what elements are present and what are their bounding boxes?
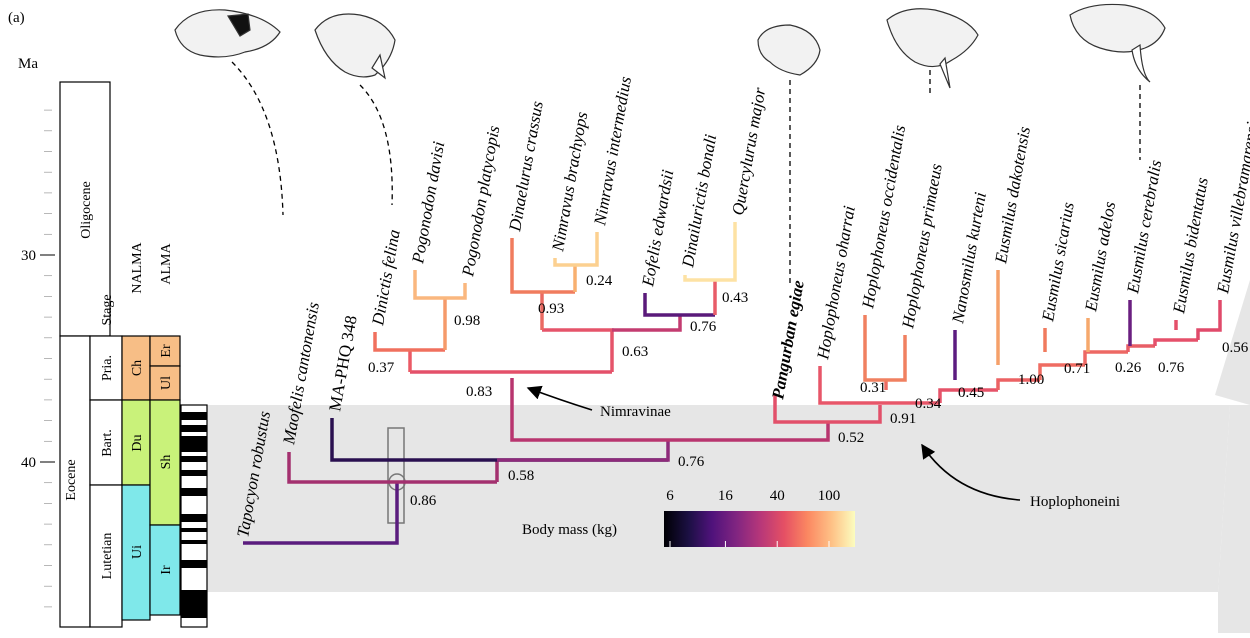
taxon-label: Hoplophoneus occidentalis [858,123,909,310]
polarity-stripe [181,528,207,532]
support-value: 0.76 [690,319,717,335]
taxon-label: Eusmilus villebramarensis [1213,114,1250,296]
support-value: 0.31 [860,380,886,396]
support-value: 0.93 [538,301,564,317]
support-value: 0.52 [838,430,864,446]
colorbar-tick-label: 40 [770,488,785,504]
branch [645,293,715,315]
support-value: 0.34 [915,396,942,412]
support-value: 0.43 [722,290,748,306]
branch [542,330,612,372]
panel-label: (a) [8,10,25,26]
branch [375,332,445,350]
support-value: 0.58 [508,468,534,484]
tick-label: 40 [21,455,36,471]
figure: (a) Ma Oligocene Eocene Stage NALMA ALMA… [0,0,1250,633]
time-axis: 30 40 [21,110,55,607]
polarity-stripe [181,590,207,618]
column-header: Stage [100,294,115,325]
support-value: 0.86 [410,493,437,509]
epoch-label: Eocene [64,459,79,500]
polarity-stripe [181,514,207,522]
support-value: 0.98 [454,313,480,329]
taxon-label: Dinictis felina [368,228,404,328]
support-value: 1.00 [1018,372,1044,388]
taxon-label: Nimravus brachyops [548,110,591,254]
support-value: 0.83 [466,384,492,400]
skull-illustrations [175,4,1165,88]
column-header: ALMA [159,243,174,285]
colorbar-tick-label: 6 [666,488,674,504]
taxon-label: Eusmilus sicarius [1038,200,1078,323]
taxon-label: Pogonodon davisi [408,140,448,266]
taxon-label: Eusmilus cerebralis [1123,158,1165,296]
polarity-stripe [181,412,207,420]
clade-label: Nimravinae [600,404,671,420]
stage-label: Lutetian [100,533,115,580]
taxon-label: Dinailurictis bonali [678,133,720,270]
alma-label: Sh [159,455,174,470]
support-value: 0.45 [958,385,984,401]
nalma-label: Du [130,434,145,451]
taxon-label: Eusmilus dakotensis [991,125,1034,266]
stage-label: Bart. [100,429,115,457]
polarity-stripe [181,488,207,496]
skull [175,10,280,57]
page: { "panel_label": "(a)", "time_axis": {"u… [0,0,1250,633]
taxon-label: Eofelis edwardsii [638,168,677,289]
nalma-label: Ch [130,360,145,376]
support-value: 0.37 [368,360,395,376]
polarity-stripe [181,456,207,462]
taxon-label: Dinaelurus crassus [505,99,547,233]
taxon-label: Quercylurus major [728,86,769,217]
leader-line [232,62,283,215]
skull-detail [1132,45,1150,82]
axis-unit: Ma [18,56,38,72]
branch [1198,300,1220,340]
alma-label: Ir [159,565,174,575]
polarity-stripe [181,470,207,476]
branch [1155,340,1198,346]
taxon-label: Pangurban egiae [768,278,808,401]
taxon-label: Hoplophoneus primaeus [898,162,946,331]
epoch-label: Oligocene [79,181,94,239]
taxon-label: MA-PHQ 348 [325,314,361,413]
support-value: 0.71 [1064,361,1090,377]
polarity-stripe [181,436,207,452]
column-header: NALMA [130,241,145,293]
polarity-stripe [181,540,207,544]
legend-title: Body mass (kg) [522,522,617,538]
alma-label: Er [159,344,174,358]
stage-label: Pria. [100,355,115,381]
leader-line [360,85,392,205]
support-value: 0.91 [890,411,916,427]
skull [1070,4,1165,52]
colorbar-tick-label: 100 [818,488,841,504]
colorbar-tick-label: 16 [718,488,734,504]
polarity-stripe [181,560,207,568]
skull [887,9,978,67]
support-value: 0.76 [678,454,705,470]
taxon-label: Hoplophoneus oharrai [813,204,859,362]
taxon-label: Nanosmilus kurteni [948,190,990,325]
branch [612,315,680,330]
colorbar [664,511,855,547]
clade-label: Hoplophoneini [1030,494,1120,510]
tick-label: 30 [21,248,36,264]
skull [758,25,820,75]
support-value: 0.76 [1158,360,1185,376]
taxon-label: Eusmilus bidentatus [1169,176,1212,316]
taxon-label: Nimravus intermedius [590,75,635,228]
alma-label: Ul [159,376,174,390]
taxon-label: Pogonodon platycopis [458,124,503,279]
support-value: 0.56 [1222,340,1249,356]
support-value: 0.63 [622,344,648,360]
polarity-stripe [181,425,207,432]
branch [1128,346,1155,352]
support-value: 0.24 [586,273,613,289]
nalma-label: Ui [130,545,145,559]
support-value: 0.26 [1115,360,1142,376]
taxon-label: Eusmilus adelos [1081,200,1119,314]
